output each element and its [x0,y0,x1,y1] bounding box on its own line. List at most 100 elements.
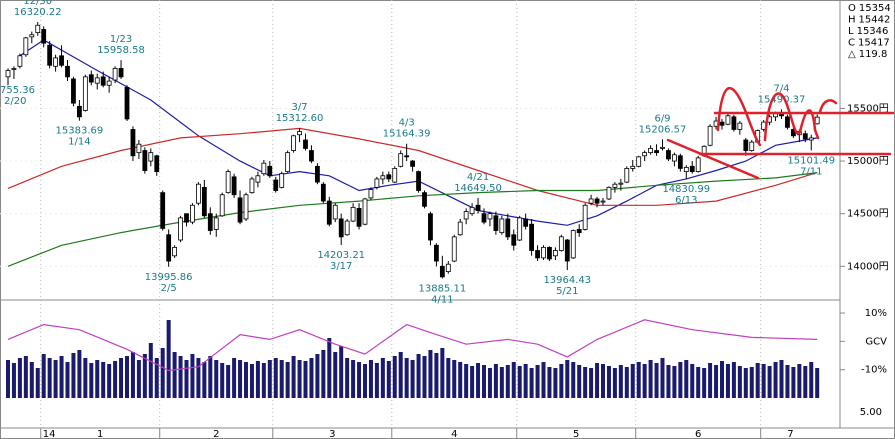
candle-body [291,135,297,151]
candle-body [88,74,94,83]
volume-bar [166,320,171,398]
volume-bar [779,360,784,398]
ohlc-box-entry: O 15354 [848,3,891,14]
candle-body [106,80,112,86]
candle-body [273,179,279,191]
candle-body [523,218,529,227]
oscillator-line [7,319,818,372]
volume-bar [95,360,100,398]
candle-body [814,116,820,125]
volume-bar [398,352,403,398]
candle-body [303,139,308,149]
candle-body [53,57,58,67]
annotation-date: 7/4 [773,83,789,94]
volume-bar [136,360,141,398]
annotation-date: 4/11 [431,294,453,305]
volume-bar [267,360,272,398]
hand-drawn-lines [666,86,895,180]
volume-bar [755,363,760,398]
annotation-date: 5/21 [556,286,578,297]
y-tick-label: 14000円 [847,261,889,272]
candle-body [666,150,671,160]
volume-bar [487,368,492,398]
annotation-date: 3/7 [292,102,308,113]
volume-bar [119,358,124,398]
candle-body [172,246,178,257]
volume-bar [517,366,522,398]
volume-bar [220,363,225,398]
candle-body [677,155,683,169]
pattern-stroke [818,99,838,114]
candle-body [166,234,172,262]
y-tick-label: 10% [865,308,887,319]
volume-bar [291,356,296,398]
volume-bar [113,361,118,398]
candle-body [410,160,416,167]
annotation-price: 14203.21 [317,250,365,261]
volume-bar [636,362,641,398]
volume-bar [797,364,802,398]
trend-line [666,138,760,180]
volume-bar [327,338,332,398]
volume-bar [624,367,629,398]
candle-body [350,206,356,222]
volume-bar [6,360,10,398]
volume-bar [11,363,16,398]
ohlc-box-entry: L 15346 [848,26,888,37]
candle-body [267,165,273,177]
candle-body [654,150,659,154]
volume-bar [666,365,671,398]
volume-bar [23,356,28,398]
candle-body [112,68,118,81]
ohlc-value: 15354 [859,3,891,14]
candle-body [368,189,374,199]
candle-body [660,146,665,149]
volume-bar [547,367,552,398]
volume-bar [35,368,40,398]
volume-bar [440,348,445,398]
volume-bar [523,364,528,398]
candle-body [457,221,463,236]
candle-body [219,194,225,217]
candle-body [94,77,100,84]
candle-body [213,217,219,230]
ohlc-label: L [848,26,854,37]
candle-body [737,122,743,130]
volume-bar [482,365,486,398]
volume-bar [577,365,582,398]
candle-body [17,55,23,67]
candle-body [184,213,189,223]
x-tick-label: 1 [97,429,103,439]
candle-body [386,174,392,180]
volume-bar [125,356,129,398]
candle-body [231,176,237,196]
candle-body [380,175,386,180]
annotation-date: 3/17 [330,261,352,272]
volume-bar [53,360,58,398]
pattern-stroke [716,86,762,147]
annotation-date: 6/13 [675,195,697,206]
volume-bar [725,364,730,398]
volume-bar [696,367,701,398]
annotation-date: 6/9 [654,113,670,124]
volume-bar [535,365,540,398]
volume-bar [410,360,415,398]
candle-body [154,155,160,172]
volume-bar [583,367,588,398]
y-tick-label: -10% [861,365,887,376]
candle-body [511,234,517,246]
x-tick-label: 7 [787,429,793,439]
volume-bar [345,358,350,398]
candle-body [624,168,630,183]
volume-bar [101,362,106,398]
volume-bar [648,360,653,398]
candle-body [160,192,166,229]
ohlc-label: △ [848,49,856,60]
volume-bar [339,346,344,398]
candle-body [404,155,410,158]
volume-bar [41,354,46,398]
candle-body [344,220,350,236]
candle-body [499,218,505,234]
volume-bar [83,358,88,398]
volume-bar [190,354,195,398]
